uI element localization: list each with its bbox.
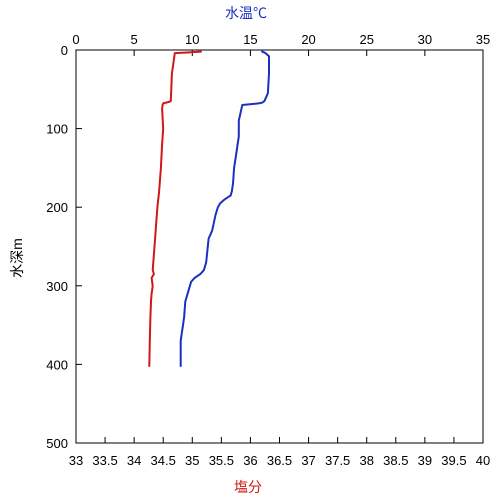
bottom-axis-tick-label: 34.5: [151, 453, 176, 468]
bottom-axis-tick-label: 35: [185, 453, 199, 468]
top-axis-tick-label: 20: [301, 32, 315, 47]
bottom-axis-title: 塩分: [234, 479, 262, 495]
bottom-axis-tick-label: 40: [476, 453, 490, 468]
bottom-axis-tick-label: 38.5: [383, 453, 408, 468]
y-axis-tick-label: 200: [46, 200, 68, 215]
y-axis-title: 水深m: [9, 238, 25, 278]
bottom-axis-tick-label: 36: [243, 453, 257, 468]
top-axis-tick-label: 30: [418, 32, 432, 47]
bottom-axis-tick-label: 36.5: [267, 453, 292, 468]
bottom-axis-tick-label: 38: [359, 453, 373, 468]
bottom-axis-ticks: 33 33.5 34 34.5 35 35.5 36 36.5 37 37.5 38 38.5 39 39…: [69, 437, 490, 468]
bottom-axis-tick-label: 34: [127, 453, 141, 468]
y-axis-tick-label: 100: [46, 122, 68, 137]
left-axis-ticks: 0 100 200 300 400 500: [46, 43, 82, 451]
top-axis-tick-label: 10: [185, 32, 199, 47]
y-axis-tick-label: 400: [46, 357, 68, 372]
bottom-axis-tick-label: 33: [69, 453, 83, 468]
salinity-series-line: [148, 50, 202, 367]
top-axis-tick-label: 25: [359, 32, 373, 47]
bottom-axis-tick-label: 39.5: [441, 453, 466, 468]
top-axis-tick-label: 5: [131, 32, 138, 47]
y-axis-tick-label: 0: [61, 43, 68, 58]
top-axis-tick-label: 15: [243, 32, 257, 47]
bottom-axis-tick-label: 33.5: [92, 453, 117, 468]
bottom-axis-tick-label: 35.5: [209, 453, 234, 468]
bottom-axis-tick-label: 37.5: [325, 453, 350, 468]
bottom-axis-tick-label: 37: [301, 453, 315, 468]
top-axis-ticks: 0 5 10 15 20 25 30 35: [72, 32, 490, 56]
series-layer: [148, 50, 270, 367]
top-axis-tick-label: 0: [72, 32, 79, 47]
temperature-series-line: [179, 50, 270, 367]
y-axis-tick-label: 500: [46, 436, 68, 451]
top-axis-title: 水温℃: [225, 5, 267, 21]
top-axis-tick-label: 35: [476, 32, 490, 47]
plot-frame: [75, 49, 484, 444]
bottom-axis-tick-label: 39: [418, 453, 432, 468]
y-axis-tick-label: 300: [46, 279, 68, 294]
